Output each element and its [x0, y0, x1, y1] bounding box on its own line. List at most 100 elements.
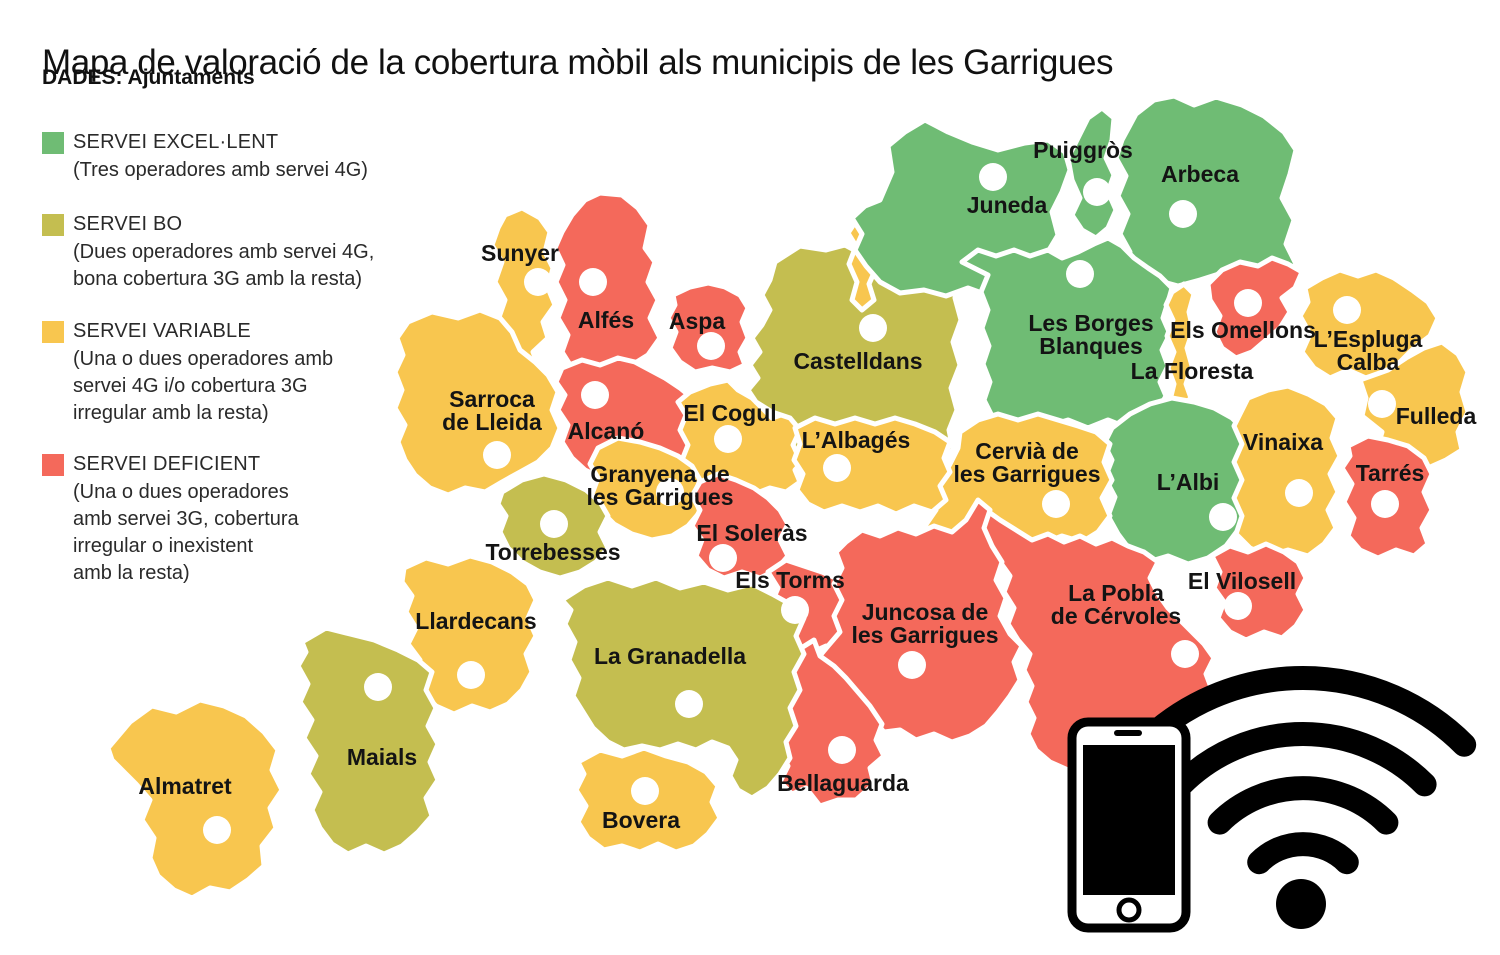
- municipality-label-torms: Els Torms: [735, 567, 845, 593]
- municipality-label-tarres: Tarrés: [1356, 460, 1425, 486]
- legend-desc: (Una o dues operadores amb servei 3G, co…: [73, 481, 299, 584]
- municipality-label-llardecans: Llardecans: [415, 608, 536, 634]
- municipality-label-fulleda: Fulleda: [1396, 403, 1477, 429]
- smartphone-wifi-icon: [1067, 666, 1477, 933]
- town-dot-llardecans: [457, 661, 485, 689]
- town-dot-fulleda: [1368, 390, 1396, 418]
- legend-swatch-variable: [42, 321, 64, 343]
- municipality-label-granyena: Granyena de les Garrigues: [586, 461, 733, 510]
- town-dot-pobla: [1171, 640, 1199, 668]
- legend-swatch-deficient: [42, 454, 64, 476]
- town-dot-granadella: [675, 690, 703, 718]
- town-dot-almatret: [203, 816, 231, 844]
- municipality-label-juneda: Juneda: [967, 192, 1048, 218]
- municipality-vinaixa: [1231, 383, 1343, 559]
- municipality-maials: [295, 625, 441, 857]
- municipality-almatret: [105, 697, 285, 901]
- municipality-label-almatret: Almatret: [138, 773, 232, 799]
- town-dot-vilosell: [1224, 592, 1252, 620]
- town-dot-aspa: [697, 332, 725, 360]
- legend-desc: (Una o dues operadores amb servei 4G i/o…: [73, 348, 334, 424]
- municipality-label-cervia: Cervià de les Garrigues: [953, 438, 1100, 487]
- municipality-label-torrebesses: Torrebesses: [485, 539, 620, 565]
- town-dot-juncosa: [898, 651, 926, 679]
- municipality-label-bellaguarda: Bellaguarda: [777, 770, 909, 796]
- municipality-label-castelldans: Castelldans: [793, 348, 922, 374]
- town-dot-puiggros: [1083, 178, 1111, 206]
- regions-layer: [105, 93, 1471, 901]
- legend-item-bo: SERVEI BO (Dues operadores amb servei 4G…: [42, 213, 374, 293]
- page-subtitle: DADES: Ajuntaments: [42, 66, 255, 89]
- town-dot-cogul: [714, 425, 742, 453]
- town-dot-maials: [364, 673, 392, 701]
- municipality-label-pobla: La Pobla de Cérvoles: [1051, 580, 1181, 629]
- legend-label: SERVEI EXCEL·LENT: [73, 131, 279, 153]
- legend-swatch-excellent: [42, 132, 64, 154]
- town-dot-alcano: [581, 381, 609, 409]
- municipality-granadella: [559, 575, 807, 801]
- municipality-floresta: [1163, 281, 1197, 411]
- municipality-label-floresta: La Floresta: [1131, 358, 1254, 384]
- legend-item-excellent: SERVEI EXCEL·LENT (Tres operadores amb s…: [42, 131, 368, 184]
- municipality-label-aspa: Aspa: [669, 308, 725, 334]
- legend-label: SERVEI BO: [73, 213, 183, 235]
- municipality-label-vilosell: El Vilosell: [1188, 568, 1296, 594]
- municipality-label-sarroca: Sarroca de Lleida: [442, 386, 542, 435]
- municipality-llardecans: [399, 553, 539, 717]
- municipality-borges: [959, 235, 1175, 431]
- town-dot-bovera: [631, 777, 659, 805]
- page-title: Mapa de valoració de la cobertura mòbil …: [42, 43, 1114, 83]
- town-dot-torms: [781, 596, 809, 624]
- municipality-label-juncosa: Juncosa de les Garrigues: [851, 599, 998, 648]
- municipality-label-puiggros: Puiggròs: [1033, 137, 1133, 163]
- town-dot-vinaixa: [1285, 479, 1313, 507]
- municipality-label-maials: Maials: [347, 744, 417, 770]
- town-dot-alfes: [579, 268, 607, 296]
- municipality-label-albi: L’Albi: [1157, 469, 1220, 495]
- municipality-label-albages: L’Albagés: [802, 427, 911, 453]
- town-dot-bellaguarda: [828, 736, 856, 764]
- town-dot-juneda: [979, 163, 1007, 191]
- municipality-aspa: [665, 280, 751, 375]
- wifi-icon: [1129, 666, 1477, 929]
- dots-layer: [203, 163, 1399, 844]
- municipality-label-omellons: Els Omellons: [1170, 317, 1316, 343]
- municipality-sarroca: [392, 307, 563, 498]
- town-dot-sunyer: [524, 268, 552, 296]
- legend-item-deficient: SERVEI DEFICIENT (Una o dues operadores …: [42, 453, 299, 587]
- legend-swatch-bo: [42, 214, 64, 236]
- town-dot-albi: [1209, 503, 1237, 531]
- municipality-label-soleras: El Soleràs: [696, 520, 807, 546]
- municipality-label-espluga: L’Espluga Calba: [1314, 326, 1423, 375]
- town-dot-espluga: [1333, 296, 1361, 324]
- town-dot-arbeca: [1169, 200, 1197, 228]
- municipality-label-sunyer: Sunyer: [481, 240, 559, 266]
- town-dot-omellons: [1234, 289, 1262, 317]
- legend-label: SERVEI DEFICIENT: [73, 453, 261, 475]
- town-dot-torrebesses: [540, 510, 568, 538]
- labels-layer: Sunyer Alfés Aspa Sarroca de Lleida Alcanó El …: [138, 137, 1476, 833]
- municipality-label-vinaixa: Vinaixa: [1243, 429, 1323, 455]
- town-dot-tarres: [1371, 490, 1399, 518]
- municipality-label-cogul: El Cogul: [683, 400, 776, 426]
- town-dot-soleras: [709, 544, 737, 572]
- municipality-label-alcano: Alcanó: [568, 418, 645, 444]
- municipality-puiggros: [1065, 105, 1119, 241]
- phone-icon: [1067, 717, 1191, 933]
- town-dot-cervia: [1042, 490, 1070, 518]
- municipality-label-bovera: Bovera: [602, 807, 680, 833]
- town-dot-granyena: [656, 478, 684, 506]
- municipality-label-granadella: La Granadella: [594, 643, 746, 669]
- town-dot-borges: [1066, 260, 1094, 288]
- municipality-juncosa: [815, 497, 1025, 745]
- municipality-alfes: [552, 190, 663, 378]
- municipality-label-alfes: Alfés: [578, 307, 634, 333]
- town-dot-castelldans: [859, 314, 887, 342]
- legend-label: SERVEI VARIABLE: [73, 320, 251, 342]
- town-dot-albages: [823, 454, 851, 482]
- town-dot-sarroca: [483, 441, 511, 469]
- municipality-label-borges: Les Borges Blanques: [1028, 310, 1153, 359]
- municipality-label-arbeca: Arbeca: [1161, 161, 1239, 187]
- legend-desc: (Dues operadores amb servei 4G, bona cob…: [73, 241, 375, 290]
